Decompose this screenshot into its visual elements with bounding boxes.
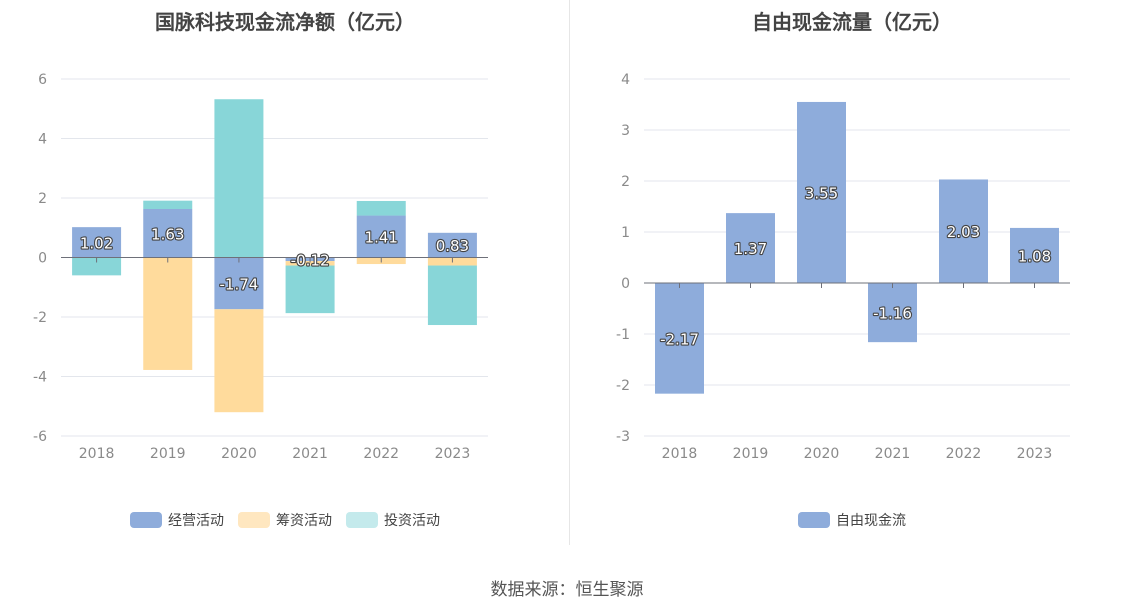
data-label: 3.55 xyxy=(805,184,838,202)
data-label: -1.16 xyxy=(873,305,912,323)
bar xyxy=(356,200,406,216)
y-tick-label: 3 xyxy=(621,123,630,139)
data-label: 1.63 xyxy=(151,225,184,243)
free-cash-flow-plot: 4 3 2 1 0 -1 -2 -3 2018 2019 2020 2021 2022 2023 -2.17… xyxy=(616,72,1070,462)
legend-swatch-operating xyxy=(130,512,162,528)
free-cash-flow-chart: 自由现金流量（亿元） 4 3 2 1 0 -1 -2 -3 2018 2019 2020 2021 20… xyxy=(570,0,1134,545)
bar xyxy=(143,257,193,370)
bar xyxy=(285,265,335,314)
data-source-note: 数据来源：恒生聚源 xyxy=(490,580,644,600)
bar xyxy=(939,179,988,283)
y-tick-label: 0 xyxy=(38,251,47,267)
bar xyxy=(143,209,193,258)
legend-swatch-investing xyxy=(346,512,378,528)
legend-swatch-financing xyxy=(238,512,270,528)
y-tick-label: 0 xyxy=(621,276,630,292)
bar xyxy=(356,215,406,258)
legend-label: 筹资活动 xyxy=(276,513,332,529)
bar xyxy=(868,283,917,343)
x-tick-label: 2021 xyxy=(875,446,911,462)
y-tick-label: -2 xyxy=(616,378,630,394)
chart-title: 国脉科技现金流净额（亿元） xyxy=(155,10,415,34)
data-label: 1.02 xyxy=(80,234,113,252)
x-tick-label: 2022 xyxy=(363,446,399,462)
x-tick-label: 2022 xyxy=(946,446,982,462)
data-label: 2.03 xyxy=(947,223,980,241)
y-tick-label: -2 xyxy=(33,310,47,326)
chart-title: 自由现金流量（亿元） xyxy=(752,10,952,34)
y-tick-label: 2 xyxy=(38,191,47,207)
y-tick-label: -6 xyxy=(33,429,47,445)
bar xyxy=(72,227,122,258)
legend-item-operating[interactable]: 经营活动 xyxy=(130,510,224,530)
x-tick-label: 2020 xyxy=(804,446,840,462)
bar xyxy=(655,283,704,394)
data-label: 1.41 xyxy=(365,229,398,247)
data-label: -0.12 xyxy=(291,251,330,269)
cash-flow-net-plot: 6 4 2 0 -2 -4 -6 2018 2019 2020 2021 2022 2023 1.02 1.… xyxy=(33,72,488,462)
data-label: -1.74 xyxy=(220,275,259,293)
y-tick-label: -3 xyxy=(616,429,630,445)
legend: 经营活动 筹资活动 投资活动 xyxy=(0,510,570,530)
bar xyxy=(143,200,193,210)
bar xyxy=(72,257,122,276)
bar xyxy=(285,261,335,266)
legend-item-investing[interactable]: 投资活动 xyxy=(346,510,440,530)
legend-label: 投资活动 xyxy=(384,513,440,529)
x-tick-label: 2019 xyxy=(150,446,186,462)
bar xyxy=(214,99,264,258)
panel-divider xyxy=(569,0,570,545)
y-tick-label: 6 xyxy=(38,72,47,88)
x-tick-label: 2018 xyxy=(79,446,115,462)
y-tick-label: 4 xyxy=(621,72,630,88)
y-tick-label: 4 xyxy=(38,132,47,148)
bar xyxy=(427,232,477,258)
x-tick-label: 2019 xyxy=(733,446,769,462)
y-tick-label: -1 xyxy=(616,327,630,343)
cash-flow-net-chart: 国脉科技现金流净额（亿元） 6 4 2 0 -2 -4 -6 2018 2019 2020 2021… xyxy=(0,0,570,545)
x-tick-label: 2020 xyxy=(221,446,257,462)
bar xyxy=(726,213,775,283)
legend-swatch-free-cash-flow xyxy=(798,512,830,528)
legend: 自由现金流 xyxy=(570,510,1134,530)
legend-item-financing[interactable]: 筹资活动 xyxy=(238,510,332,530)
data-label: -2.17 xyxy=(660,330,699,348)
bar xyxy=(427,265,477,326)
bar xyxy=(214,257,264,310)
y-tick-label: -4 xyxy=(33,370,47,386)
data-label: 1.08 xyxy=(1018,247,1051,265)
data-label: 1.37 xyxy=(734,240,767,258)
y-tick-label: 2 xyxy=(621,174,630,190)
x-tick-label: 2023 xyxy=(435,446,471,462)
bar xyxy=(1010,227,1059,283)
legend-label: 经营活动 xyxy=(168,513,224,529)
x-tick-label: 2021 xyxy=(292,446,328,462)
data-label: 0.83 xyxy=(436,237,469,255)
bar xyxy=(214,309,264,413)
bar xyxy=(797,101,846,283)
legend-item-free-cash-flow[interactable]: 自由现金流 xyxy=(798,510,906,530)
x-tick-label: 2018 xyxy=(662,446,698,462)
y-tick-label: 1 xyxy=(621,225,630,241)
x-tick-label: 2023 xyxy=(1017,446,1053,462)
legend-label: 自由现金流 xyxy=(836,513,906,529)
